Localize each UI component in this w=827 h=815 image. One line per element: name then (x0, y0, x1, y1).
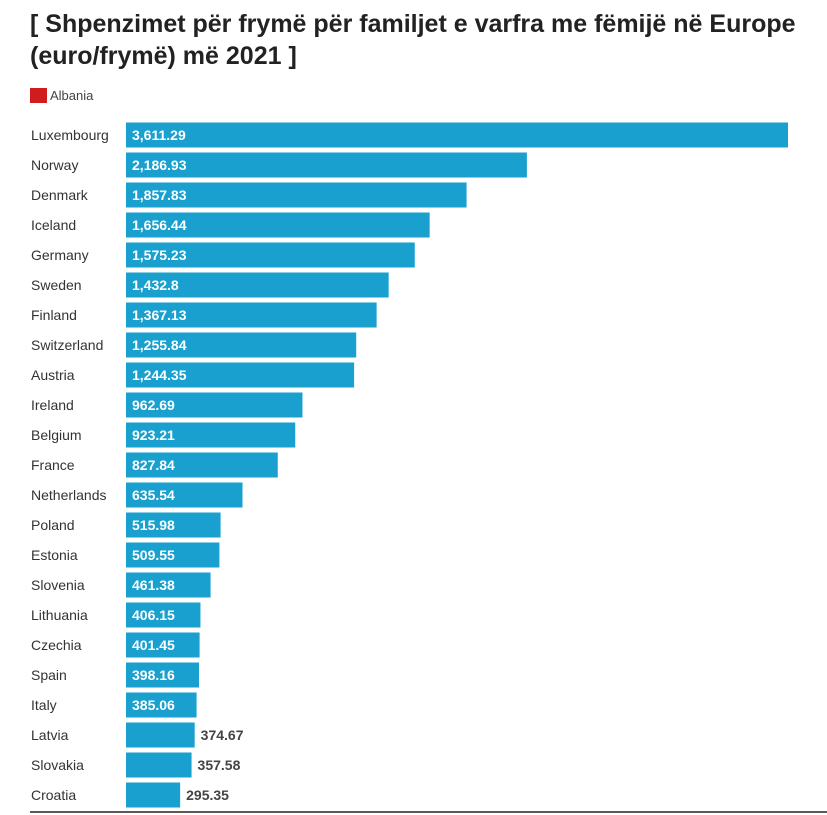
value-label: 1,857.83 (132, 187, 187, 203)
bar (126, 272, 389, 298)
category-label: Austria (31, 367, 75, 383)
chart-title: [ Shpenzimet për frymë për familjet e va… (30, 10, 796, 70)
value-label: 1,575.23 (132, 247, 187, 263)
category-label: Latvia (31, 727, 69, 743)
bar (126, 542, 220, 568)
category-label: Croatia (31, 787, 76, 803)
bar (126, 662, 199, 688)
legend: Albania (30, 88, 93, 103)
value-label: 1,656.44 (132, 217, 187, 233)
bar (126, 392, 303, 418)
category-label: Estonia (31, 547, 78, 563)
value-label: 1,255.84 (132, 337, 187, 353)
bar (126, 752, 192, 778)
bar (126, 452, 278, 478)
category-label: Belgium (31, 427, 82, 443)
category-label: Italy (31, 697, 57, 713)
value-label: 515.98 (132, 517, 175, 533)
value-label: 374.67 (201, 727, 244, 743)
bar (126, 782, 181, 808)
category-label: Iceland (31, 217, 76, 233)
value-label: 406.15 (132, 607, 175, 623)
bar (126, 722, 195, 748)
bar (126, 332, 357, 358)
value-label: 1,244.35 (132, 367, 187, 383)
value-label: 385.06 (132, 697, 175, 713)
bar (126, 692, 197, 718)
category-label: Spain (31, 667, 67, 683)
bar (126, 212, 430, 238)
bar (126, 602, 201, 628)
category-label: Norway (31, 157, 78, 173)
bar (126, 422, 296, 448)
value-label: 3,611.29 (132, 127, 186, 143)
category-label: Denmark (31, 187, 89, 203)
value-label: 401.45 (132, 637, 175, 653)
bar (126, 572, 211, 598)
bar (126, 302, 377, 328)
category-label: Poland (31, 517, 75, 533)
value-label: 635.54 (132, 487, 175, 503)
value-label: 357.58 (198, 757, 241, 773)
value-label: 398.16 (132, 667, 175, 683)
value-label: 509.55 (132, 547, 175, 563)
category-label: Lithuania (31, 607, 88, 623)
category-label: Finland (31, 307, 77, 323)
value-label: 461.38 (132, 577, 175, 593)
bar (126, 512, 221, 538)
bar (126, 122, 788, 148)
category-label: Czechia (31, 637, 82, 653)
bar (126, 182, 467, 208)
value-label: 1,432.8 (132, 277, 179, 293)
value-label: 2,186.93 (132, 157, 187, 173)
category-label: France (31, 457, 75, 473)
category-label: Slovenia (31, 577, 85, 593)
bar (126, 482, 243, 508)
bar (126, 152, 527, 178)
bar (126, 362, 355, 388)
category-label: Germany (31, 247, 89, 263)
value-label: 923.21 (132, 427, 175, 443)
category-label: Slovakia (31, 757, 84, 773)
value-label: 962.69 (132, 397, 175, 413)
category-label: Switzerland (31, 337, 103, 353)
category-label: Netherlands (31, 487, 107, 503)
value-label: 1,367.13 (132, 307, 187, 323)
bar (126, 242, 415, 268)
bar (126, 632, 200, 658)
value-label: 827.84 (132, 457, 175, 473)
category-label: Sweden (31, 277, 82, 293)
category-label: Ireland (31, 397, 74, 413)
value-label: 295.35 (186, 787, 229, 803)
legend-label: Albania (50, 88, 94, 103)
legend-swatch (30, 88, 47, 103)
category-label: Luxembourg (31, 127, 109, 143)
